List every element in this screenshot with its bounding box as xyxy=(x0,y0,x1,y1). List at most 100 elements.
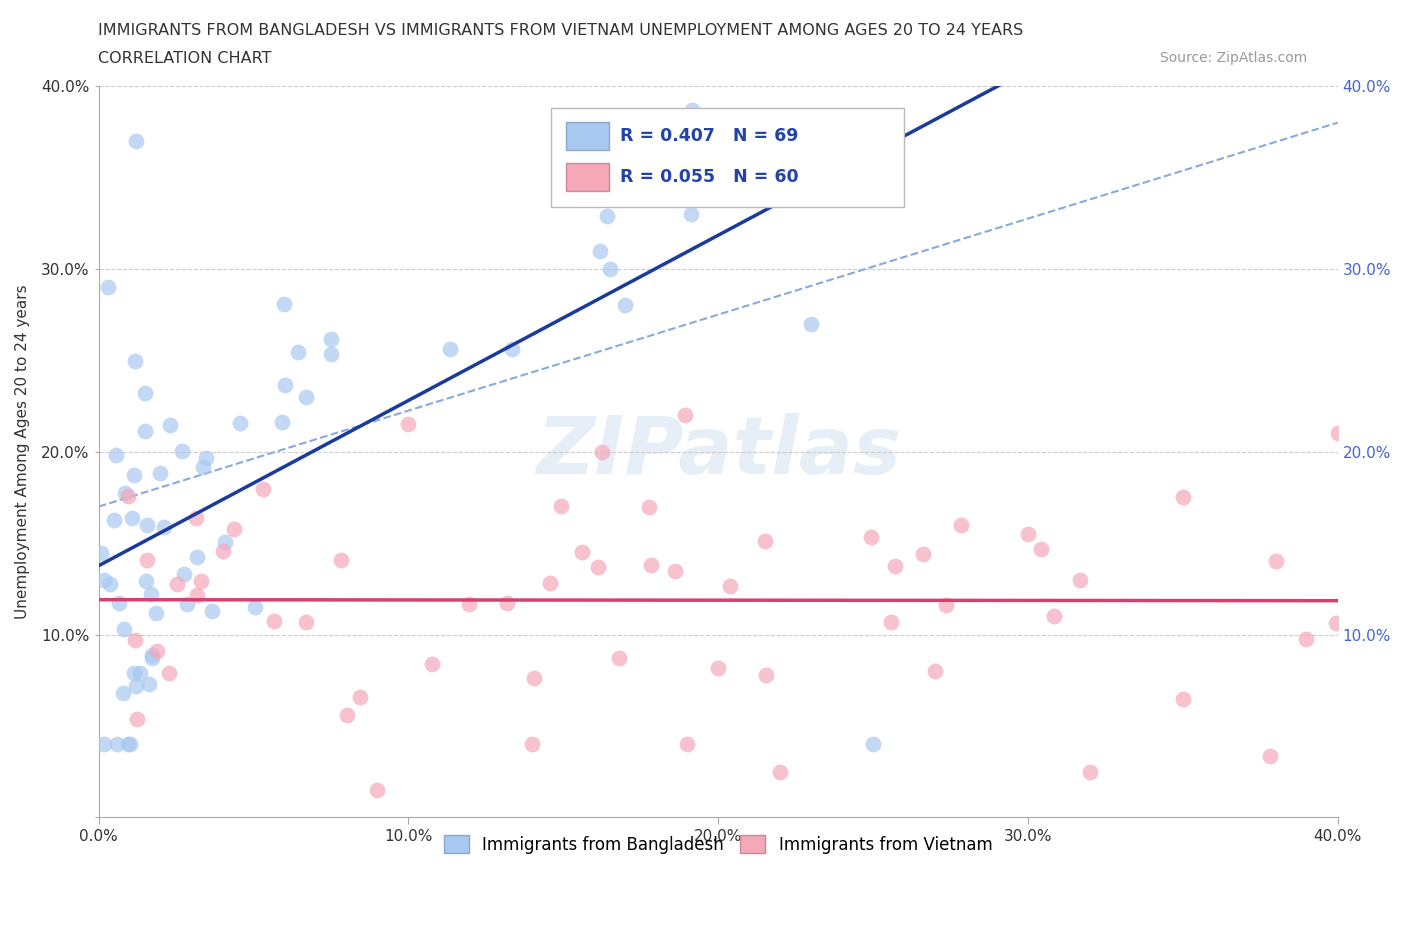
Point xyxy=(124,632,146,647)
Point xyxy=(814,42,837,57)
Point xyxy=(754,533,776,548)
Point xyxy=(319,332,342,347)
Point xyxy=(1264,554,1286,569)
Point xyxy=(824,149,846,164)
Point xyxy=(336,708,359,723)
Point xyxy=(224,522,246,537)
Point xyxy=(718,578,741,593)
Point xyxy=(125,711,148,726)
Point xyxy=(136,552,159,567)
Point xyxy=(589,244,612,259)
Point xyxy=(111,685,134,700)
Point xyxy=(271,415,294,430)
Point xyxy=(349,689,371,704)
Point xyxy=(439,341,461,356)
Point xyxy=(145,605,167,620)
Point xyxy=(103,513,125,528)
Point xyxy=(1029,542,1052,557)
Point xyxy=(523,671,546,685)
Point xyxy=(1032,42,1054,57)
Point xyxy=(201,604,224,618)
Point xyxy=(274,378,297,392)
FancyBboxPatch shape xyxy=(551,108,904,206)
Point xyxy=(522,737,544,751)
Point xyxy=(153,519,176,534)
Point xyxy=(124,354,146,369)
Point xyxy=(755,668,778,683)
Point xyxy=(122,467,145,482)
Point xyxy=(159,418,181,432)
Point xyxy=(1295,631,1317,646)
Point xyxy=(1043,609,1066,624)
Point xyxy=(835,42,858,57)
Point xyxy=(1326,426,1348,441)
Point xyxy=(139,587,162,602)
Point xyxy=(166,577,188,591)
Point xyxy=(214,535,236,550)
Point xyxy=(679,206,702,221)
Point xyxy=(134,423,156,438)
Point xyxy=(212,543,235,558)
Point xyxy=(117,737,139,751)
Point xyxy=(884,559,907,574)
Point xyxy=(588,560,610,575)
Point xyxy=(769,764,792,779)
Point xyxy=(186,550,208,565)
Point xyxy=(186,588,208,603)
Point xyxy=(170,444,193,458)
Point xyxy=(121,511,143,525)
Point xyxy=(1017,526,1039,541)
Point xyxy=(195,450,218,465)
Point xyxy=(496,595,519,610)
Point xyxy=(571,545,593,560)
Point xyxy=(98,577,121,591)
Point xyxy=(252,482,274,497)
Point xyxy=(800,316,823,331)
Point xyxy=(952,67,974,82)
Point xyxy=(319,347,342,362)
Point xyxy=(184,511,207,525)
Text: Source: ZipAtlas.com: Source: ZipAtlas.com xyxy=(1160,51,1308,65)
Point xyxy=(1324,615,1347,630)
Point xyxy=(176,596,198,611)
Point xyxy=(550,498,572,513)
Y-axis label: Unemployment Among Ages 20 to 24 years: Unemployment Among Ages 20 to 24 years xyxy=(15,285,30,619)
Point xyxy=(607,651,630,666)
Point xyxy=(738,168,761,183)
Point xyxy=(859,529,882,544)
Point xyxy=(538,575,561,590)
Text: ZIPatlas: ZIPatlas xyxy=(536,413,901,491)
Point xyxy=(141,650,163,665)
Point xyxy=(145,644,167,658)
Point xyxy=(924,664,946,679)
Point xyxy=(114,485,136,500)
Point xyxy=(118,737,141,751)
Point xyxy=(949,518,972,533)
Bar xyxy=(565,122,609,150)
Point xyxy=(193,460,215,475)
Bar xyxy=(565,163,609,191)
Point xyxy=(396,417,419,432)
Point xyxy=(1049,42,1071,57)
Point xyxy=(243,599,266,614)
Point xyxy=(676,737,699,751)
Text: CORRELATION CHART: CORRELATION CHART xyxy=(98,51,271,66)
Point xyxy=(1171,490,1194,505)
Point xyxy=(295,390,318,405)
Point xyxy=(1042,42,1064,57)
Point xyxy=(105,448,128,463)
Point xyxy=(108,595,131,610)
Point xyxy=(93,737,115,751)
Point xyxy=(135,574,157,589)
Point xyxy=(637,499,659,514)
Point xyxy=(501,341,523,356)
Point xyxy=(614,298,637,312)
Point xyxy=(1171,691,1194,706)
Point xyxy=(93,573,115,588)
Point xyxy=(263,614,285,629)
Point xyxy=(1078,764,1101,779)
Point xyxy=(596,208,619,223)
Point xyxy=(912,546,935,561)
Point xyxy=(117,488,139,503)
Text: IMMIGRANTS FROM BANGLADESH VS IMMIGRANTS FROM VIETNAM UNEMPLOYMENT AMONG AGES 20: IMMIGRANTS FROM BANGLADESH VS IMMIGRANTS… xyxy=(98,23,1024,38)
